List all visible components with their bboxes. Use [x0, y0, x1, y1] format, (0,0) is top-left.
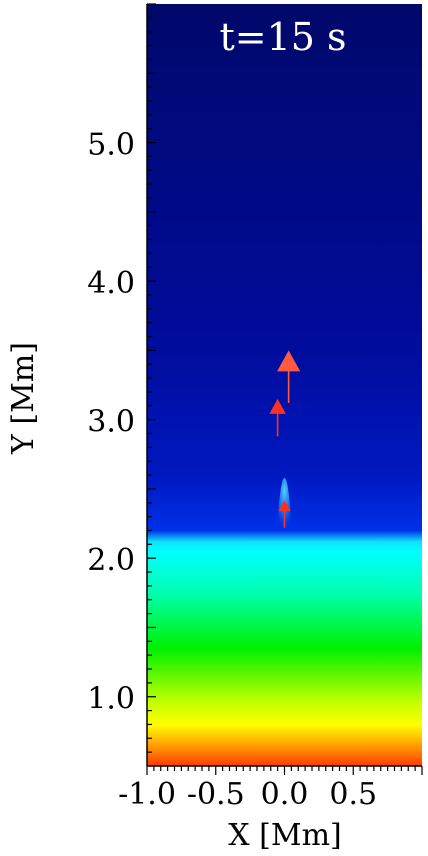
velocity-arrow-0: [277, 350, 301, 404]
arrow-head: [269, 398, 286, 414]
plot-area: [147, 4, 422, 766]
y-tick-label: 5.0: [87, 128, 135, 163]
velocity-arrows: [269, 350, 301, 528]
velocity-arrow-2: [278, 499, 291, 528]
y-tick-label: 2.0: [87, 543, 135, 578]
y-tick-label: 1.0: [87, 682, 135, 717]
y-axis-label: Y [Mm]: [6, 342, 41, 455]
x-tick-label: 0.5: [329, 777, 377, 812]
x-tick-label: -1.0: [118, 777, 176, 812]
arrow-head: [277, 350, 301, 372]
x-tick-label: -0.5: [187, 777, 245, 812]
heatmap-field: [147, 4, 422, 766]
axes: 1.0 2.0 3.0 4.0 5.0 -1.0 -0.5 0.0 0.5: [87, 3, 423, 812]
x-tick-label: 0.0: [261, 777, 309, 812]
chart-title: t=15 s: [219, 15, 346, 59]
velocity-arrow-1: [269, 398, 286, 437]
arrow-head: [278, 499, 291, 512]
x-axis-label: X [Mm]: [228, 818, 341, 853]
y-tick-label: 3.0: [87, 405, 135, 440]
y-tick-label: 4.0: [87, 266, 135, 301]
